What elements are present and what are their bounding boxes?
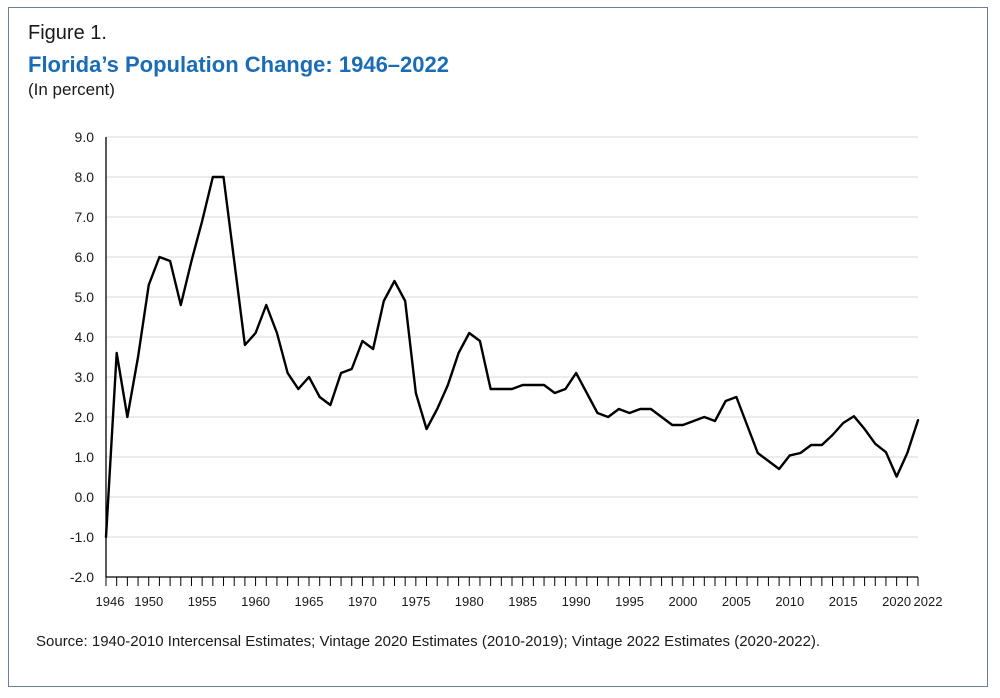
y-tick-label: -1.0 (70, 529, 94, 545)
y-tick-label: 1.0 (75, 449, 95, 465)
y-tick-label: 8.0 (75, 169, 95, 185)
y-tick-label: 5.0 (75, 289, 95, 305)
x-tick-label: 1985 (508, 594, 537, 609)
x-tick-label: 2020 (882, 594, 911, 609)
figure-label: Figure 1. (28, 22, 107, 44)
y-tick-label: 7.0 (75, 209, 95, 225)
y-tick-label: -2.0 (70, 569, 94, 585)
series-layer (104, 175, 920, 539)
x-tick-label: 2010 (775, 594, 804, 609)
y-tick-label: 0.0 (75, 489, 95, 505)
x-tick-label: 1995 (615, 594, 644, 609)
x-tick-label: 2022 (914, 594, 943, 609)
x-tick-label: 2015 (829, 594, 858, 609)
series-line (104, 175, 920, 539)
x-tick-label: 2000 (668, 594, 697, 609)
x-tick-label: 1950 (134, 594, 163, 609)
figure-frame (8, 7, 988, 687)
x-tick-labels: 1946 1950 1955 1960 1965 1970 1975 1980 1985 1990… (96, 594, 943, 609)
y-tick-labels: 9.0 8.0 7.0 6.0 5.0 4.0 3.0 2.0 1.0 0.0 -1.0 -2.0 (70, 129, 94, 585)
gridlines (106, 136, 918, 538)
x-tick-label: 1965 (295, 594, 324, 609)
y-tick-label: 4.0 (75, 329, 95, 345)
x-tick-label: 1990 (562, 594, 591, 609)
y-tick-label: 3.0 (75, 369, 95, 385)
y-tick-label: 2.0 (75, 409, 95, 425)
source-note: Source: 1940-2010 Intercensal Estimates;… (36, 633, 821, 650)
x-tick-label: 1975 (401, 594, 430, 609)
x-tick-label: 1970 (348, 594, 377, 609)
x-tick-label: 1960 (241, 594, 270, 609)
x-tick-label: 2005 (722, 594, 751, 609)
x-tick-label: 1980 (455, 594, 484, 609)
figure-subtitle: (In percent) (28, 80, 115, 99)
x-tick-label: 1955 (188, 594, 217, 609)
y-tick-label: 6.0 (75, 249, 95, 265)
y-tick-label: 9.0 (75, 129, 95, 145)
axes (105, 137, 919, 586)
x-tick-label: 1946 (96, 594, 125, 609)
figure-title: Florida’s Population Change: 1946–2022 (28, 52, 449, 77)
